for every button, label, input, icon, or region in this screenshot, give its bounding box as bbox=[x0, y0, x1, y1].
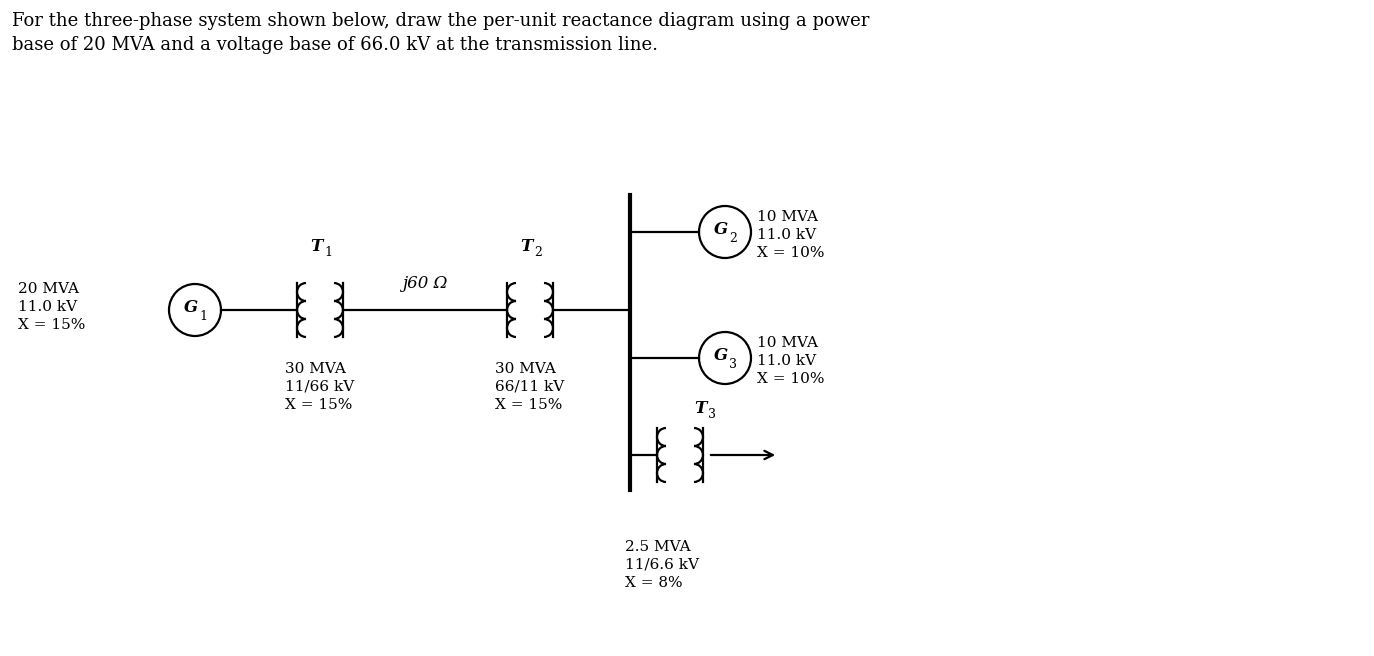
Text: 1: 1 bbox=[324, 246, 333, 259]
Text: For the three-phase system shown below, draw the per-unit reactance diagram usin: For the three-phase system shown below, … bbox=[12, 12, 870, 30]
Text: T: T bbox=[309, 238, 322, 255]
Text: base of 20 MVA and a voltage base of 66.0 kV at the transmission line.: base of 20 MVA and a voltage base of 66.… bbox=[12, 36, 658, 54]
Text: X = 10%: X = 10% bbox=[757, 246, 824, 260]
Text: 30 MVA: 30 MVA bbox=[284, 362, 346, 376]
Text: T: T bbox=[519, 238, 532, 255]
Text: j60 Ω: j60 Ω bbox=[403, 275, 448, 292]
Text: 11.0 kV: 11.0 kV bbox=[757, 354, 816, 368]
Text: 2: 2 bbox=[534, 246, 541, 259]
Text: X = 15%: X = 15% bbox=[284, 398, 352, 412]
Text: X = 15%: X = 15% bbox=[18, 318, 85, 332]
Text: X = 8%: X = 8% bbox=[625, 576, 683, 590]
Text: 2.5 MVA: 2.5 MVA bbox=[625, 540, 691, 554]
Text: 2: 2 bbox=[730, 232, 736, 245]
Text: 66/11 kV: 66/11 kV bbox=[495, 380, 565, 394]
Text: X = 15%: X = 15% bbox=[495, 398, 562, 412]
Text: 3: 3 bbox=[708, 408, 716, 421]
Text: 11.0 kV: 11.0 kV bbox=[18, 300, 77, 314]
Text: X = 10%: X = 10% bbox=[757, 372, 824, 386]
Text: 11/66 kV: 11/66 kV bbox=[284, 380, 354, 394]
Text: G: G bbox=[184, 298, 198, 316]
Text: 1: 1 bbox=[199, 310, 207, 323]
Text: 11/6.6 kV: 11/6.6 kV bbox=[625, 558, 699, 572]
Text: 10 MVA: 10 MVA bbox=[757, 210, 818, 224]
Text: 10 MVA: 10 MVA bbox=[757, 336, 818, 350]
Text: 3: 3 bbox=[730, 358, 736, 371]
Text: 30 MVA: 30 MVA bbox=[495, 362, 556, 376]
Text: G: G bbox=[714, 220, 728, 237]
Text: 11.0 kV: 11.0 kV bbox=[757, 228, 816, 242]
Text: 20 MVA: 20 MVA bbox=[18, 282, 78, 296]
Text: G: G bbox=[714, 346, 728, 363]
Text: T: T bbox=[694, 400, 706, 417]
